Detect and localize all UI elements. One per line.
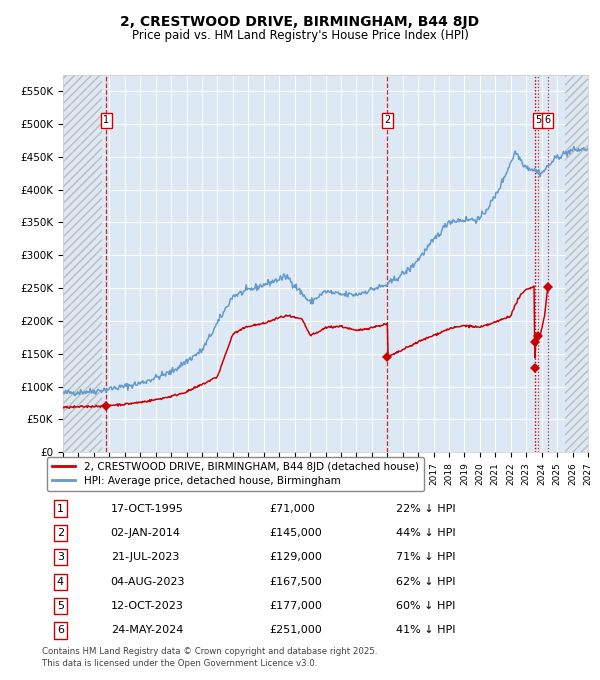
Text: 60% ↓ HPI: 60% ↓ HPI bbox=[396, 601, 455, 611]
Text: 22% ↓ HPI: 22% ↓ HPI bbox=[396, 504, 455, 513]
Text: 41% ↓ HPI: 41% ↓ HPI bbox=[396, 626, 455, 635]
Text: 04-AUG-2023: 04-AUG-2023 bbox=[110, 577, 185, 587]
Text: 2: 2 bbox=[384, 115, 391, 125]
Text: £167,500: £167,500 bbox=[269, 577, 322, 587]
Text: 17-OCT-1995: 17-OCT-1995 bbox=[110, 504, 184, 513]
Text: 5: 5 bbox=[535, 115, 541, 125]
Text: 02-JAN-2014: 02-JAN-2014 bbox=[110, 528, 181, 538]
Text: 62% ↓ HPI: 62% ↓ HPI bbox=[396, 577, 455, 587]
Text: 24-MAY-2024: 24-MAY-2024 bbox=[110, 626, 183, 635]
Text: Price paid vs. HM Land Registry's House Price Index (HPI): Price paid vs. HM Land Registry's House … bbox=[131, 29, 469, 42]
Text: 21-JUL-2023: 21-JUL-2023 bbox=[110, 552, 179, 562]
Bar bbox=[565, 75, 588, 452]
Legend: 2, CRESTWOOD DRIVE, BIRMINGHAM, B44 8JD (detached house), HPI: Average price, de: 2, CRESTWOOD DRIVE, BIRMINGHAM, B44 8JD … bbox=[47, 457, 424, 491]
Text: £251,000: £251,000 bbox=[269, 626, 322, 635]
Text: 3: 3 bbox=[57, 552, 64, 562]
Text: 2, CRESTWOOD DRIVE, BIRMINGHAM, B44 8JD: 2, CRESTWOOD DRIVE, BIRMINGHAM, B44 8JD bbox=[121, 15, 479, 29]
Text: 44% ↓ HPI: 44% ↓ HPI bbox=[396, 528, 455, 538]
Text: 12-OCT-2023: 12-OCT-2023 bbox=[110, 601, 184, 611]
Text: 6: 6 bbox=[545, 115, 551, 125]
Text: 6: 6 bbox=[57, 626, 64, 635]
Text: 5: 5 bbox=[57, 601, 64, 611]
Text: £71,000: £71,000 bbox=[269, 504, 315, 513]
Bar bbox=[63, 75, 101, 452]
Text: 1: 1 bbox=[57, 504, 64, 513]
Text: 4: 4 bbox=[57, 577, 64, 587]
Text: 1: 1 bbox=[103, 115, 109, 125]
Text: £177,000: £177,000 bbox=[269, 601, 322, 611]
Text: 71% ↓ HPI: 71% ↓ HPI bbox=[396, 552, 455, 562]
Text: 2: 2 bbox=[57, 528, 64, 538]
Text: Contains HM Land Registry data © Crown copyright and database right 2025.
This d: Contains HM Land Registry data © Crown c… bbox=[42, 647, 377, 668]
Text: £129,000: £129,000 bbox=[269, 552, 322, 562]
Text: £145,000: £145,000 bbox=[269, 528, 322, 538]
